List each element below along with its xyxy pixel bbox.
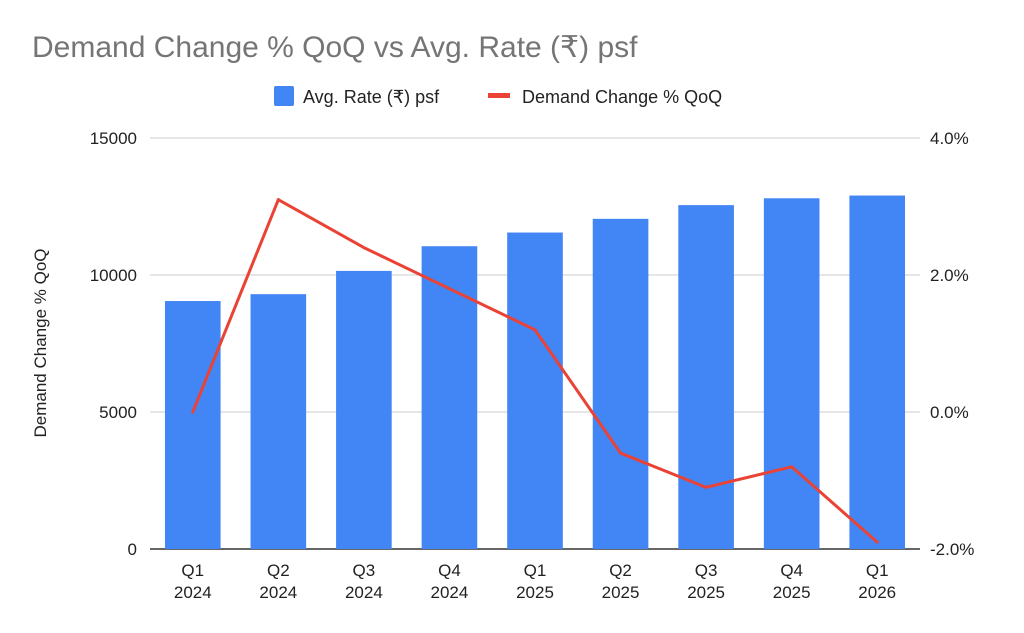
x-tick-year: 2025	[687, 583, 725, 602]
left-tick-label: 15000	[90, 129, 137, 148]
x-tick-label: Q2 2025	[602, 561, 640, 602]
bar-q1-2026	[849, 195, 906, 550]
line-series	[191, 198, 879, 544]
chart-title: Demand Change % QoQ vs Avg. Rate (₹) psf	[32, 31, 638, 64]
x-tick-year: 2025	[602, 583, 640, 602]
left-axis-ticks: 0 5000 10000 15000	[90, 129, 137, 559]
x-tick-label: Q3 2025	[687, 561, 725, 602]
right-tick-label: 2.0%	[930, 266, 969, 285]
legend-label-avg-rate: Avg. Rate (₹) psf	[303, 87, 440, 107]
x-tick-label: Q3 2024	[345, 561, 383, 602]
bar-series	[164, 195, 906, 550]
legend: Avg. Rate (₹) psf Demand Change % QoQ	[274, 86, 722, 107]
x-tick-label: Q1 2024	[174, 561, 212, 602]
x-tick-label: Q1 2025	[516, 561, 554, 602]
x-tick-year: 2024	[174, 583, 212, 602]
x-tick-label: Q1 2026	[858, 561, 896, 602]
x-tick-year: 2026	[858, 583, 896, 602]
left-axis-title: Demand Change % QoQ	[31, 249, 50, 438]
bar-q4-2024	[421, 246, 478, 550]
x-tick-quarter: Q4	[438, 561, 461, 580]
x-tick-quarter: Q1	[181, 561, 204, 580]
right-axis-ticks: -2.0% 0.0% 2.0% 4.0%	[930, 129, 974, 559]
right-tick-label: 4.0%	[930, 129, 969, 148]
x-tick-year: 2024	[345, 583, 383, 602]
line-point	[447, 287, 451, 291]
line-point	[362, 246, 366, 250]
line-point	[790, 465, 794, 469]
x-axis-ticks: Q1 2024 Q2 2024 Q3 2024 Q4 2024 Q1 2025 Q2 2025 Q3 20…	[174, 561, 896, 602]
x-tick-year: 2024	[259, 583, 297, 602]
x-tick-year: 2025	[516, 583, 554, 602]
bar-q3-2024	[336, 270, 392, 549]
line-point	[533, 328, 537, 332]
right-tick-label: -2.0%	[930, 540, 974, 559]
bar-q1-2024	[164, 301, 221, 549]
bar-q4-2025	[763, 198, 820, 549]
line-point	[619, 451, 623, 455]
x-tick-quarter: Q2	[267, 561, 290, 580]
right-tick-label: 0.0%	[930, 403, 969, 422]
left-tick-label: 0	[128, 540, 137, 559]
bar-q1-2025	[507, 232, 563, 549]
line-point	[704, 485, 708, 489]
x-tick-label: Q2 2024	[259, 561, 297, 602]
x-tick-quarter: Q1	[524, 561, 547, 580]
bar-q3-2025	[678, 205, 734, 549]
left-tick-label: 5000	[99, 403, 137, 422]
line-point	[276, 198, 280, 202]
x-tick-quarter: Q2	[609, 561, 632, 580]
x-tick-year: 2024	[431, 583, 469, 602]
x-tick-quarter: Q3	[353, 561, 376, 580]
line-point	[191, 410, 195, 414]
x-tick-label: Q4 2024	[431, 561, 469, 602]
legend-swatch-demand-change	[488, 93, 510, 98]
bar-q2-2024	[250, 294, 307, 549]
legend-swatch-avg-rate	[274, 86, 294, 106]
line-point	[875, 540, 879, 544]
x-tick-quarter: Q4	[780, 561, 803, 580]
x-tick-quarter: Q1	[866, 561, 889, 580]
left-tick-label: 10000	[90, 266, 137, 285]
x-tick-label: Q4 2025	[773, 561, 811, 602]
x-tick-year: 2025	[773, 583, 811, 602]
legend-label-demand-change: Demand Change % QoQ	[522, 87, 722, 107]
bar-q2-2025	[592, 218, 649, 549]
x-tick-quarter: Q3	[695, 561, 718, 580]
